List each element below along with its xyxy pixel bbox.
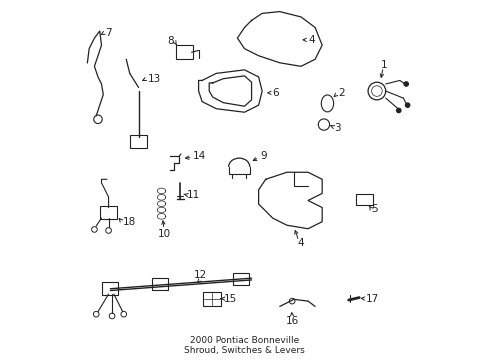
Text: 9: 9 — [260, 151, 266, 161]
Text: 10: 10 — [157, 229, 170, 239]
Text: 5: 5 — [371, 204, 377, 214]
Circle shape — [405, 103, 409, 107]
Text: 13: 13 — [147, 74, 161, 84]
Text: 15: 15 — [223, 294, 236, 304]
FancyBboxPatch shape — [129, 135, 147, 148]
FancyBboxPatch shape — [356, 194, 372, 205]
Text: 3: 3 — [334, 123, 341, 133]
Text: 2000 Pontiac Bonneville
Shroud, Switches & Levers: 2000 Pontiac Bonneville Shroud, Switches… — [184, 336, 304, 355]
Text: 7: 7 — [105, 28, 111, 38]
FancyBboxPatch shape — [203, 292, 221, 306]
Text: 4: 4 — [297, 238, 304, 248]
Text: 6: 6 — [272, 88, 279, 98]
Text: 17: 17 — [366, 294, 379, 304]
Text: 11: 11 — [187, 190, 200, 200]
Text: 14: 14 — [193, 151, 206, 161]
Text: 1: 1 — [380, 59, 386, 69]
Circle shape — [396, 108, 400, 113]
FancyBboxPatch shape — [100, 207, 117, 219]
Text: 4: 4 — [307, 35, 314, 45]
FancyBboxPatch shape — [151, 278, 167, 290]
Text: 8: 8 — [167, 36, 174, 46]
FancyBboxPatch shape — [102, 282, 118, 295]
Text: 12: 12 — [193, 270, 206, 280]
FancyBboxPatch shape — [175, 45, 193, 59]
Text: 16: 16 — [285, 316, 298, 326]
Circle shape — [403, 82, 407, 86]
Text: 2: 2 — [337, 88, 344, 98]
Text: 18: 18 — [122, 217, 136, 228]
FancyBboxPatch shape — [232, 273, 248, 284]
Ellipse shape — [321, 95, 333, 112]
